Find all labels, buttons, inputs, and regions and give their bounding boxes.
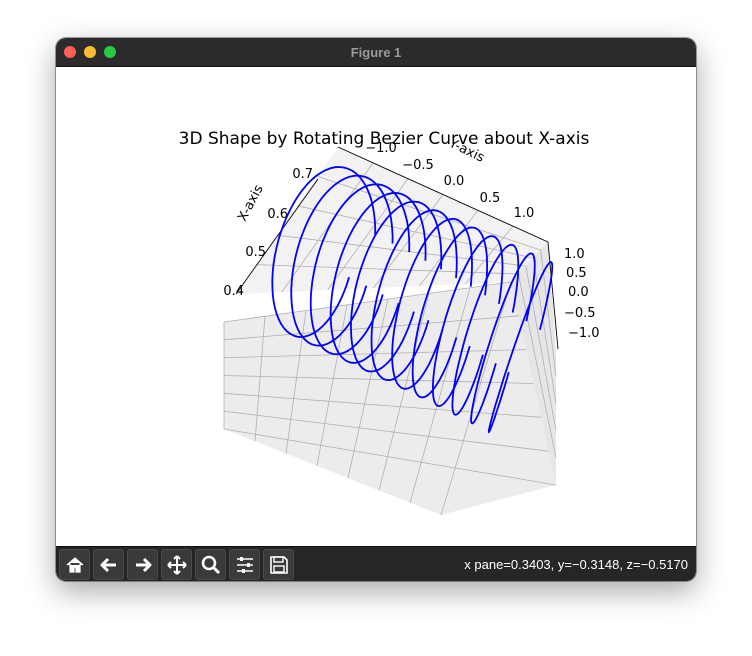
- zoom-magnifier-icon: [201, 555, 221, 575]
- floor-grid-line: [223, 392, 542, 418]
- minimize-window-button[interactable]: [84, 46, 96, 58]
- profile-curve-line: [290, 174, 394, 347]
- forward-button[interactable]: [127, 549, 158, 580]
- floor-grid-line: [347, 299, 389, 479]
- grid-lines: [223, 162, 557, 516]
- floor-grid-line: [409, 287, 471, 503]
- floor-grid-line: [223, 375, 534, 384]
- configure-subplots-icon: [237, 557, 253, 573]
- z-axis-ticks: 1.0 0.5 0.0 −0.5 −1.0: [564, 247, 600, 341]
- floor-grid-line: [254, 316, 266, 442]
- y-tick-neg1-0: −1.0: [365, 141, 397, 156]
- z-tick-neg1-0: −1.0: [568, 326, 600, 341]
- side-pane: [511, 242, 556, 485]
- window-title: Figure 1: [350, 45, 402, 60]
- profile-curve-line: [451, 243, 520, 416]
- y-tick-0-5: 0.5: [480, 191, 501, 206]
- forward-arrow-icon: [136, 557, 152, 573]
- side-grid-line: [532, 257, 557, 404]
- title-bar: Figure 1: [56, 38, 696, 67]
- chart-title: 3D Shape by Rotating Bezier Curve about …: [179, 129, 590, 149]
- side-grid-line: [525, 265, 557, 431]
- x-tick-0-6: 0.6: [267, 207, 288, 222]
- home-icon: [66, 557, 84, 573]
- save-disk-icon: [270, 556, 288, 574]
- z-tick-neg0-5: −0.5: [564, 306, 596, 321]
- configure-subplots-button[interactable]: [229, 549, 260, 580]
- home-button[interactable]: [59, 549, 90, 580]
- x-axis-label: X-axis: [235, 182, 267, 224]
- back-grid-line: [327, 178, 409, 291]
- zoom-button[interactable]: [195, 549, 226, 580]
- back-grid-line: [281, 162, 374, 293]
- y-tick-neg0-5: −0.5: [402, 158, 434, 173]
- save-button[interactable]: [263, 549, 294, 580]
- navigation-toolbar: x pane=0.3403, y=−0.3148, z=−0.5170: [56, 546, 696, 581]
- profile-curve-line: [470, 252, 536, 425]
- floor-grid-line: [223, 410, 549, 452]
- profile-curve-line: [431, 235, 504, 408]
- back-button[interactable]: [93, 549, 124, 580]
- back-grid-line: [464, 225, 514, 285]
- back-arrow-icon: [100, 557, 116, 573]
- y-tick-0-0: 0.0: [444, 174, 465, 189]
- z-tick-0-0: 0.0: [568, 285, 589, 300]
- profile-curve-line: [487, 261, 554, 434]
- floor-grid-line: [378, 293, 430, 491]
- maximize-window-button[interactable]: [104, 46, 116, 58]
- profile-curve-line: [309, 183, 411, 356]
- cursor-coordinates: x pane=0.3403, y=−0.3148, z=−0.5170: [464, 557, 688, 572]
- figure-window: Figure 1 3D Shape by Rotating Bezier Cur…: [56, 38, 696, 581]
- pan-move-icon: [167, 555, 187, 575]
- x-tick-0-4: 0.4: [223, 284, 244, 299]
- side-grid-line: [518, 273, 557, 458]
- y-tick-1-0: 1.0: [514, 206, 535, 221]
- 3d-axes[interactable]: 3D Shape by Rotating Bezier Curve about …: [56, 67, 696, 546]
- z-tick-1-0: 1.0: [564, 247, 585, 262]
- floor-grid-line: [285, 310, 307, 454]
- floor-grid-line: [223, 349, 527, 359]
- profile-curve-line: [411, 226, 489, 399]
- floor-grid-line: [223, 428, 557, 486]
- profile-curves: [271, 166, 554, 434]
- floor-grid-line: [440, 281, 512, 516]
- profile-curve-line: [329, 191, 427, 364]
- x-tick-0-7: 0.7: [292, 167, 313, 182]
- profile-curve-line: [350, 200, 443, 373]
- z-tick-0-5: 0.5: [566, 266, 587, 281]
- axis-lines: [235, 146, 559, 350]
- profile-curve-line: [370, 209, 458, 382]
- x-tick-0-5: 0.5: [245, 245, 266, 260]
- floor-grid-line: [223, 281, 512, 323]
- pan-button[interactable]: [161, 549, 192, 580]
- close-window-button[interactable]: [64, 46, 76, 58]
- plot-canvas[interactable]: 3D Shape by Rotating Bezier Curve about …: [56, 67, 696, 546]
- x-axis-ticks: 0.4 0.5 0.6 0.7: [223, 167, 313, 299]
- y-axis-ticks: −1.0 −0.5 0.0 0.5 1.0: [365, 141, 534, 221]
